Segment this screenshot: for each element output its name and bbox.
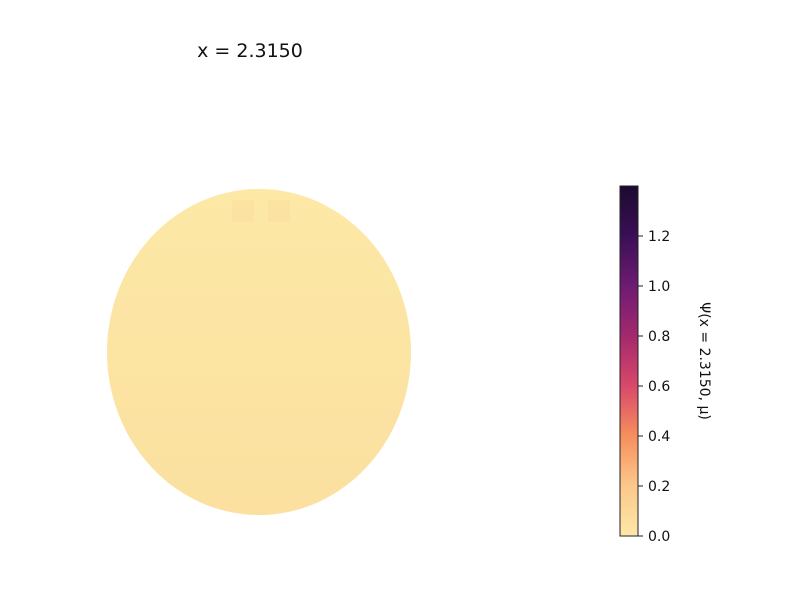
colorbar-tick-label: 0.4 xyxy=(648,429,670,445)
colorbar-tick-label: 0.0 xyxy=(648,529,670,545)
colorbar-label: Ψ(x = 2.3150, μ) xyxy=(696,302,712,420)
plot-title: x = 2.3150 xyxy=(197,40,303,62)
colorbar-tick-label: 0.6 xyxy=(648,379,670,395)
colorbar: 0.0 0.2 0.4 0.6 0.8 1.0 1.2 Ψ(x = 2.3150, μ) xyxy=(619,185,712,545)
colorbar-tick-label: 1.0 xyxy=(648,279,670,295)
disk-grid-cell xyxy=(232,200,254,222)
density-disk xyxy=(107,189,411,515)
colorbar-tick-label: 0.2 xyxy=(648,479,670,495)
colorbar-gradient xyxy=(619,185,639,537)
colorbar-tick-label: 0.8 xyxy=(648,329,670,345)
colorbar-tick-label: 1.2 xyxy=(648,229,670,245)
disk-grid-cell xyxy=(268,200,290,222)
